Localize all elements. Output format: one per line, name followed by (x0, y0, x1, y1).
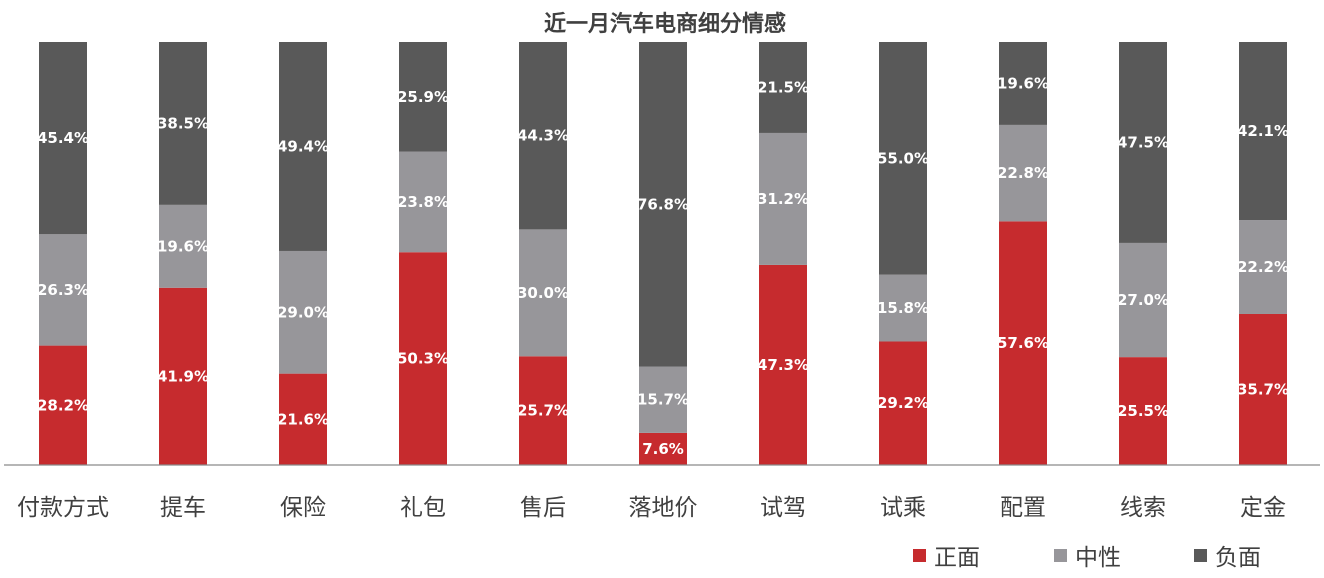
data-label: 50.3% (397, 350, 449, 368)
data-label: 35.7% (1237, 380, 1289, 398)
data-label: 29.2% (877, 394, 929, 412)
bar-segment-positive (399, 252, 447, 465)
data-label: 28.2% (37, 396, 89, 414)
bar-segment-positive (879, 341, 927, 465)
data-label: 15.7% (637, 391, 689, 409)
data-label: 27.0% (1117, 291, 1169, 309)
data-label: 25.7% (517, 402, 569, 420)
bar-segment-positive (1239, 313, 1287, 465)
bar-segment-negative (519, 42, 567, 230)
bars-group: 28.2% 26.3% 45.4% 41.9% 19.6% 38.5% 21.6% 29.0%… (37, 42, 1289, 465)
data-label: 47.5% (1117, 133, 1169, 151)
category-label: 保险 (280, 495, 326, 521)
bar-segment-negative (279, 42, 327, 251)
data-label: 25.9% (397, 88, 449, 106)
bar-segment-neutral (399, 151, 447, 253)
legend: 正面 中性 负面 (913, 545, 1261, 571)
data-label: 76.8% (637, 195, 689, 213)
data-label: 57.6% (997, 334, 1049, 352)
bar-segment-negative (399, 42, 447, 152)
data-label: 22.8% (997, 164, 1049, 182)
category-label: 付款方式 (17, 495, 109, 521)
data-label: 41.9% (157, 367, 209, 385)
chart-title: 近一月汽车电商细分情感 (544, 11, 786, 37)
data-label: 15.8% (877, 299, 929, 317)
bar-segment-neutral (279, 250, 327, 374)
bar-segment-neutral (39, 234, 87, 346)
data-label: 21.5% (757, 78, 809, 96)
bar-segment-neutral (519, 229, 567, 357)
data-label: 45.4% (37, 129, 89, 147)
data-label: 29.0% (277, 303, 329, 321)
bar-segment-negative (39, 42, 87, 235)
category-label: 礼包 (400, 495, 446, 521)
data-label: 44.3% (517, 127, 569, 145)
category-label: 试驾 (760, 495, 806, 521)
data-label: 38.5% (157, 114, 209, 132)
data-label: 49.4% (277, 137, 329, 155)
bar-segment-neutral (1239, 220, 1287, 314)
data-label: 26.3% (37, 281, 89, 299)
bar-segment-neutral (759, 132, 807, 265)
bar-segment-negative (999, 42, 1047, 125)
data-label: 31.2% (757, 190, 809, 208)
data-label: 7.6% (642, 440, 684, 458)
legend-label-positive: 正面 (934, 545, 980, 571)
bar-segment-positive (39, 345, 87, 465)
data-label: 19.6% (997, 74, 1049, 92)
category-label: 试乘 (880, 495, 926, 521)
bar-segment-positive (519, 356, 567, 465)
legend-label-negative: 负面 (1215, 545, 1261, 571)
category-label: 售后 (520, 495, 566, 521)
bar-segment-negative (639, 42, 687, 367)
data-label: 30.0% (517, 284, 569, 302)
bar-segment-neutral (159, 204, 207, 288)
bar-segment-positive (279, 373, 327, 465)
bar-segment-negative (1239, 42, 1287, 221)
bar-segment-positive (159, 287, 207, 465)
data-label: 19.6% (157, 237, 209, 255)
legend-swatch-negative (1194, 549, 1207, 562)
bar-segment-positive (759, 264, 807, 465)
bar-segment-neutral (879, 274, 927, 342)
data-label: 47.3% (757, 356, 809, 374)
data-label: 21.6% (277, 410, 329, 428)
legend-swatch-neutral (1054, 549, 1067, 562)
data-label: 22.2% (1237, 258, 1289, 276)
data-label: 23.8% (397, 193, 449, 211)
data-label: 42.1% (1237, 122, 1289, 140)
bar-segment-positive (999, 221, 1047, 465)
legend-swatch-positive (913, 549, 926, 562)
category-label: 提车 (160, 495, 206, 521)
bar-segment-negative (159, 42, 207, 205)
category-labels: 付款方式 提车 保险 礼包 售后 落地价 试驾 试乘 配置 线索 定金 (17, 495, 1286, 521)
bar-segment-positive (1119, 357, 1167, 465)
category-label: 定金 (1240, 495, 1286, 521)
category-label: 线索 (1120, 495, 1166, 521)
bar-segment-neutral (1119, 242, 1167, 358)
data-label: 55.0% (877, 149, 929, 167)
bar-segment-negative (879, 42, 927, 275)
data-label: 25.5% (1117, 402, 1169, 420)
bar-segment-negative (759, 42, 807, 133)
legend-label-neutral: 中性 (1075, 545, 1121, 571)
category-label: 落地价 (629, 495, 698, 521)
category-label: 配置 (1000, 495, 1046, 521)
bar-segment-positive (639, 432, 687, 465)
bar-segment-neutral (999, 124, 1047, 222)
bar-segment-negative (1119, 42, 1167, 243)
bar-segment-neutral (639, 366, 687, 433)
